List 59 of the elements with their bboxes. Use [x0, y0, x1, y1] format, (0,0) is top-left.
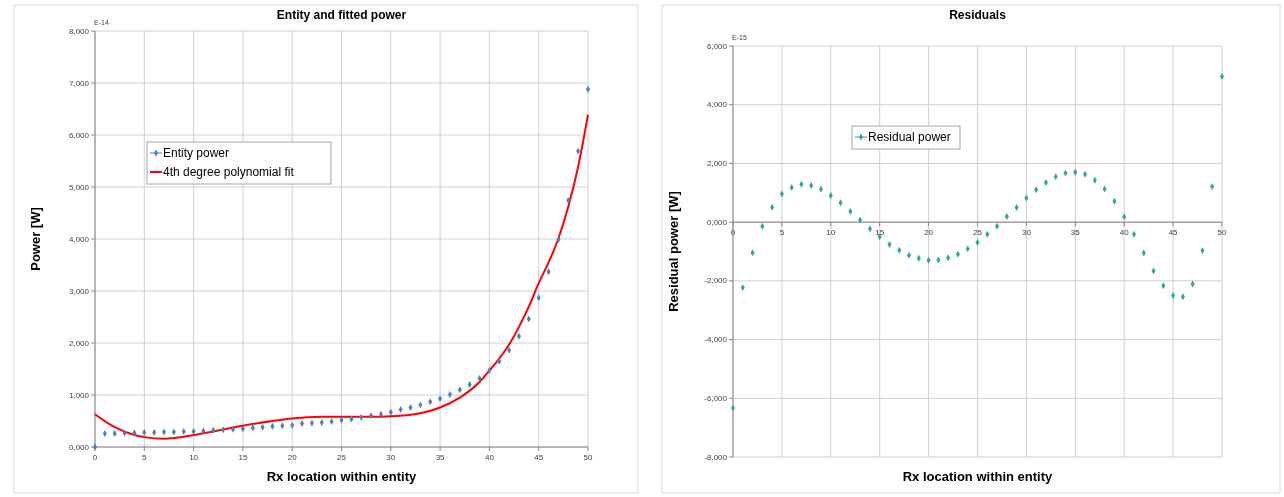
point — [102, 430, 107, 437]
x-tick-label: 30 — [1021, 228, 1032, 238]
point — [556, 236, 561, 243]
point — [789, 184, 794, 191]
x-tick-label: 25 — [973, 228, 983, 238]
y-tick-label: -8,000 — [704, 452, 728, 462]
y-tick-label: 1,000 — [68, 390, 90, 400]
x-tick-label: 50 — [583, 453, 593, 462]
point — [566, 197, 571, 204]
point — [408, 404, 413, 411]
x-tick-label: 15 — [875, 228, 885, 238]
x-tick-label: 50 — [1217, 228, 1227, 238]
point — [447, 391, 452, 398]
x-tick-label: 10 — [826, 228, 836, 238]
y-tick-label: 4,000 — [68, 234, 90, 244]
y-tick-label: 6,000 — [68, 130, 90, 140]
x-tick-label: 35 — [435, 453, 446, 462]
y-tick-label: 7,000 — [68, 78, 90, 88]
x-tick-label: 0 — [730, 228, 736, 238]
y-tick-label: 4,000 — [706, 100, 728, 110]
x-tick-label: 20 — [287, 453, 298, 462]
point — [112, 430, 117, 437]
x-tick-label: 35 — [1070, 228, 1081, 238]
legend-label: Residual power — [868, 130, 951, 145]
chart-title: Entity and fitted power — [276, 8, 407, 22]
y-axis-title: Residual power [W] — [666, 191, 681, 312]
x-tick-label: 40 — [484, 453, 495, 462]
x-tick-label: 40 — [1119, 228, 1130, 238]
y-tick-label: -2,000 — [704, 276, 728, 286]
point — [730, 404, 736, 412]
y-axis-title: Power [W] — [28, 207, 43, 271]
y-tick-label: 3,000 — [68, 286, 90, 296]
x-tick-label: 5 — [779, 228, 785, 238]
y-tick-label: 8,000 — [68, 26, 90, 36]
x-tick-label: 0 — [92, 453, 98, 462]
x-tick-label: 20 — [924, 228, 934, 238]
x-tick-label: 45 — [1168, 228, 1179, 238]
x-tick-label: 15 — [238, 453, 248, 462]
x-tick-label: 25 — [337, 453, 347, 462]
x-tick-label: 45 — [534, 453, 544, 462]
legend-label: 4th degree polynomial fit — [163, 165, 295, 180]
y-tick-label: 2,000 — [706, 158, 728, 168]
x-tick-label: 30 — [386, 453, 396, 462]
legend-label: Entity power — [163, 146, 230, 161]
y-tick-label: 6,000 — [706, 41, 728, 51]
y-tick-label: 5,000 — [68, 182, 90, 192]
y-tick-label: -4,000 — [704, 335, 728, 345]
y-tick-label: 0,000 — [68, 442, 90, 452]
chart-title: Residuals — [949, 8, 1007, 22]
y-tick-label: 0,000 — [706, 217, 728, 227]
y-tick-label: 2,000 — [68, 338, 90, 348]
point — [329, 418, 334, 425]
line-series — [94, 113, 589, 440]
x-tick-label: 5 — [142, 453, 148, 462]
x-tick-label: 10 — [189, 453, 199, 462]
x-axis-title: Rx location within entity — [902, 469, 1054, 484]
x-axis-title: Rx location within entity — [266, 469, 418, 484]
y-tick-label: -6,000 — [704, 393, 728, 403]
point — [585, 85, 591, 93]
